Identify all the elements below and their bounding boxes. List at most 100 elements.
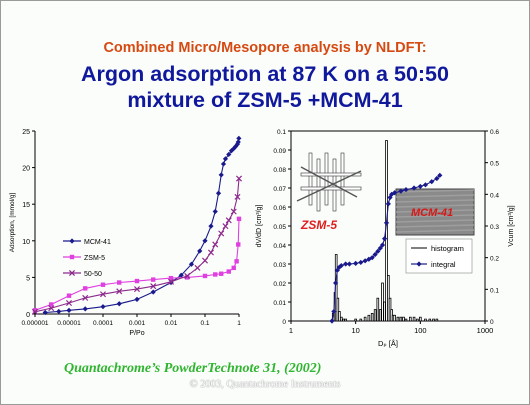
data-point-ZSM-5: [66, 293, 72, 298]
histogram-bar: [424, 318, 427, 322]
tem-texture-line: [395, 194, 475, 198]
tem-texture-line: [395, 189, 475, 193]
data-point-ZSM-5: [213, 272, 218, 277]
data-point-integral: [383, 220, 390, 226]
histogram-bar: [435, 318, 439, 322]
data-point-ZSM-5: [49, 302, 54, 307]
legend-marker-50-50: [68, 269, 76, 277]
y-tick-label: 0.1: [277, 129, 286, 136]
copyright-text: © 2003, Quantachrome Instruments: [189, 379, 341, 390]
x-axis-title: P/Po: [129, 330, 144, 337]
histogram-bar: [409, 316, 412, 322]
data-point-ZSM-5: [185, 275, 190, 280]
tem-texture-line: [395, 219, 475, 223]
histogram-bar: [381, 282, 384, 322]
histogram-bar: [404, 318, 408, 322]
data-point-50-50: [218, 230, 225, 237]
data-point-integral: [329, 318, 335, 324]
data-point-MCM-41: [220, 161, 227, 167]
histogram-bar: [383, 301, 386, 322]
data-point-50-50: [235, 175, 243, 182]
x-axis-title: Dₚ [Å]: [378, 339, 398, 348]
x-tick-label: 0.01: [165, 320, 178, 327]
data-point-MCM-41: [66, 307, 72, 313]
data-point-50-50: [225, 217, 232, 224]
data-point-integral: [334, 267, 340, 273]
y2-tick-label: 0: [490, 319, 494, 326]
data-point-integral: [346, 261, 352, 267]
data-point-integral: [372, 251, 378, 258]
legend-label-MCM-41: MCM-41: [84, 239, 111, 246]
y-tick-label: 0.06: [273, 205, 286, 212]
title-main: Argon adsorption at 87 K on a 50:50 mixt…: [1, 61, 529, 113]
histogram-bar: [419, 316, 422, 322]
data-point-50-50: [65, 299, 73, 307]
y-tick-label: 20: [22, 166, 30, 173]
data-point-integral: [343, 261, 349, 267]
tem-texture-line: [395, 229, 475, 233]
data-point-MCM-41: [215, 190, 222, 196]
y-tick-label: 0.07: [273, 186, 286, 193]
histogram-bar: [373, 309, 377, 322]
histogram-bar: [412, 316, 416, 322]
y-tick-label: 0.03: [273, 262, 286, 269]
histogram-bar: [363, 316, 367, 322]
data-point-integral: [422, 182, 429, 188]
data-point-integral: [362, 258, 368, 264]
data-point-integral: [403, 186, 409, 193]
data-point-integral: [353, 260, 359, 266]
data-point-MCM-41: [150, 289, 156, 295]
x-tick-label: 1000: [477, 326, 494, 335]
data-point-integral: [437, 172, 443, 178]
data-point-ZSM-5: [32, 308, 38, 313]
y2-tick-label: 0.4: [490, 192, 499, 199]
mcm41-inset-label: MCM-41: [411, 207, 453, 219]
legend-label-ZSM-5: ZSM-5: [84, 255, 105, 262]
data-point-50-50: [82, 294, 89, 301]
data-point-MCM-41: [235, 139, 241, 145]
data-point-MCM-41: [222, 156, 229, 162]
data-point-50-50: [222, 223, 229, 230]
y2-tick-label: 0.2: [490, 256, 499, 263]
histogram-bar: [376, 297, 380, 322]
data-point-MCM-41: [218, 172, 224, 178]
data-point-integral: [377, 245, 383, 251]
y-tick-label: 0: [282, 319, 286, 326]
data-point-50-50: [133, 286, 141, 293]
y2-axis-title: Vcum [cm³/g]: [508, 205, 515, 246]
histogram-bar: [370, 312, 374, 322]
data-point-ZSM-5: [226, 269, 231, 274]
data-point-integral: [338, 262, 344, 269]
x-tick-label: 10: [351, 326, 359, 335]
x-tick-label: 100: [414, 326, 427, 335]
data-point-50-50: [31, 308, 39, 315]
histogram-bar: [428, 318, 432, 322]
data-point-integral: [381, 236, 388, 242]
y-tick-label: 0.01: [273, 300, 286, 307]
data-point-MCM-41: [226, 151, 232, 158]
x-tick-label: 0.1: [200, 320, 209, 327]
x-tick-label: 0.000001: [21, 320, 48, 327]
data-point-50-50: [184, 272, 191, 279]
data-point-MCM-41: [202, 238, 208, 244]
histogram-bar: [342, 318, 345, 322]
tem-texture-line: [395, 209, 475, 213]
data-point-integral: [434, 175, 440, 182]
data-point-MCM-41: [197, 248, 203, 254]
tem-texture-line: [395, 224, 475, 228]
data-point-50-50: [234, 193, 241, 200]
data-point-integral: [379, 242, 386, 248]
data-point-MCM-41: [188, 261, 195, 267]
data-point-ZSM-5: [236, 242, 241, 247]
histogram-bar: [399, 316, 403, 322]
data-point-integral: [331, 308, 337, 315]
data-point-MCM-41: [82, 306, 88, 312]
y-tick-label: 0: [26, 312, 30, 319]
tem-texture-line: [395, 204, 475, 208]
histogram-bar: [340, 316, 343, 322]
y2-tick-label: 0.5: [490, 161, 499, 168]
legend-marker-MCM-41: [69, 238, 75, 244]
